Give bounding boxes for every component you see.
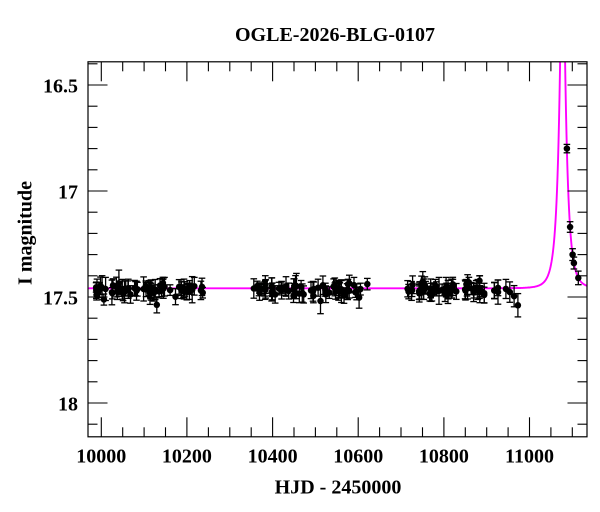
svg-text:17: 17 [58,181,78,203]
svg-text:10800: 10800 [419,446,469,468]
svg-text:10000: 10000 [76,446,126,468]
svg-text:I magnitude: I magnitude [15,181,37,285]
svg-text:11000: 11000 [505,446,554,468]
svg-text:18: 18 [58,393,78,415]
svg-text:10400: 10400 [248,446,298,468]
svg-text:17.5: 17.5 [43,287,78,309]
svg-text:10200: 10200 [162,446,212,468]
svg-text:HJD - 2450000: HJD - 2450000 [275,476,402,498]
svg-text:10600: 10600 [333,446,383,468]
svg-text:OGLE-2026-BLG-0107: OGLE-2026-BLG-0107 [235,24,435,46]
svg-text:16.5: 16.5 [43,75,78,97]
